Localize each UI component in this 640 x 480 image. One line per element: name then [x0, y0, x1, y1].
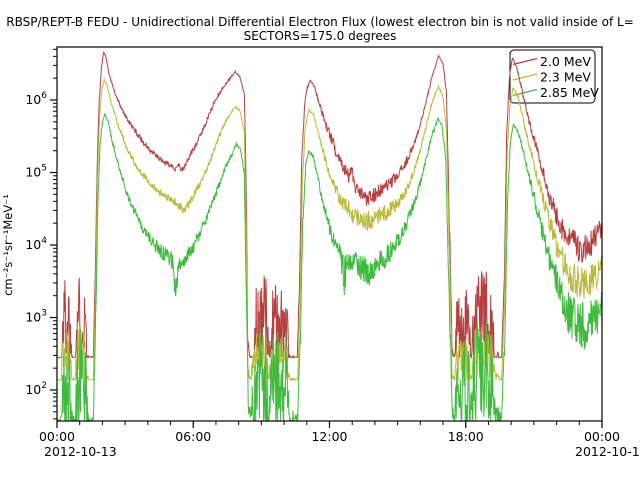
x-tick-label: 06:00: [175, 429, 211, 444]
y-tick-label: 102: [25, 381, 47, 397]
y-tick-label: 105: [25, 164, 47, 180]
x-axis-date-left: 2012-10-13: [44, 444, 117, 459]
plot-area-border: [56, 46, 603, 422]
x-tick-label: 00:00: [39, 429, 75, 444]
legend-swatch: [512, 73, 538, 81]
chart-title-line1: RBSP/REPT-B FEDU - Unidirectional Differ…: [6, 15, 634, 29]
y-tick-label: 104: [25, 236, 47, 252]
flux-curve-2-0-mev: [57, 51, 602, 360]
x-axis-date-right: 2012-10-14: [575, 444, 640, 459]
legend-label: 2.0 MeV: [540, 54, 591, 69]
x-tick-label: 12:00: [311, 429, 347, 444]
x-tick-label: 00:00: [584, 429, 620, 444]
chart-title-line2: SECTORS=175.0 degrees: [244, 29, 397, 43]
flux-curve-2-85-mev: [57, 113, 602, 421]
legend-label: 2.85 MeV: [540, 85, 599, 100]
y-tick-label: 103: [25, 309, 47, 325]
x-tick-label: 18:00: [448, 429, 484, 444]
legend-swatch: [512, 57, 538, 66]
data-series: [57, 51, 602, 421]
y-tick-label: 106: [25, 91, 47, 107]
flux-curve-2-3-mev: [57, 78, 602, 382]
y-axis-label: cm⁻²s⁻¹sr⁻¹MeV⁻¹: [1, 194, 15, 296]
legend-label: 2.3 MeV: [540, 70, 591, 85]
axes: 00:00 06:00 12:00 18:00 00:00 102 103 104 105 106: [25, 48, 620, 444]
